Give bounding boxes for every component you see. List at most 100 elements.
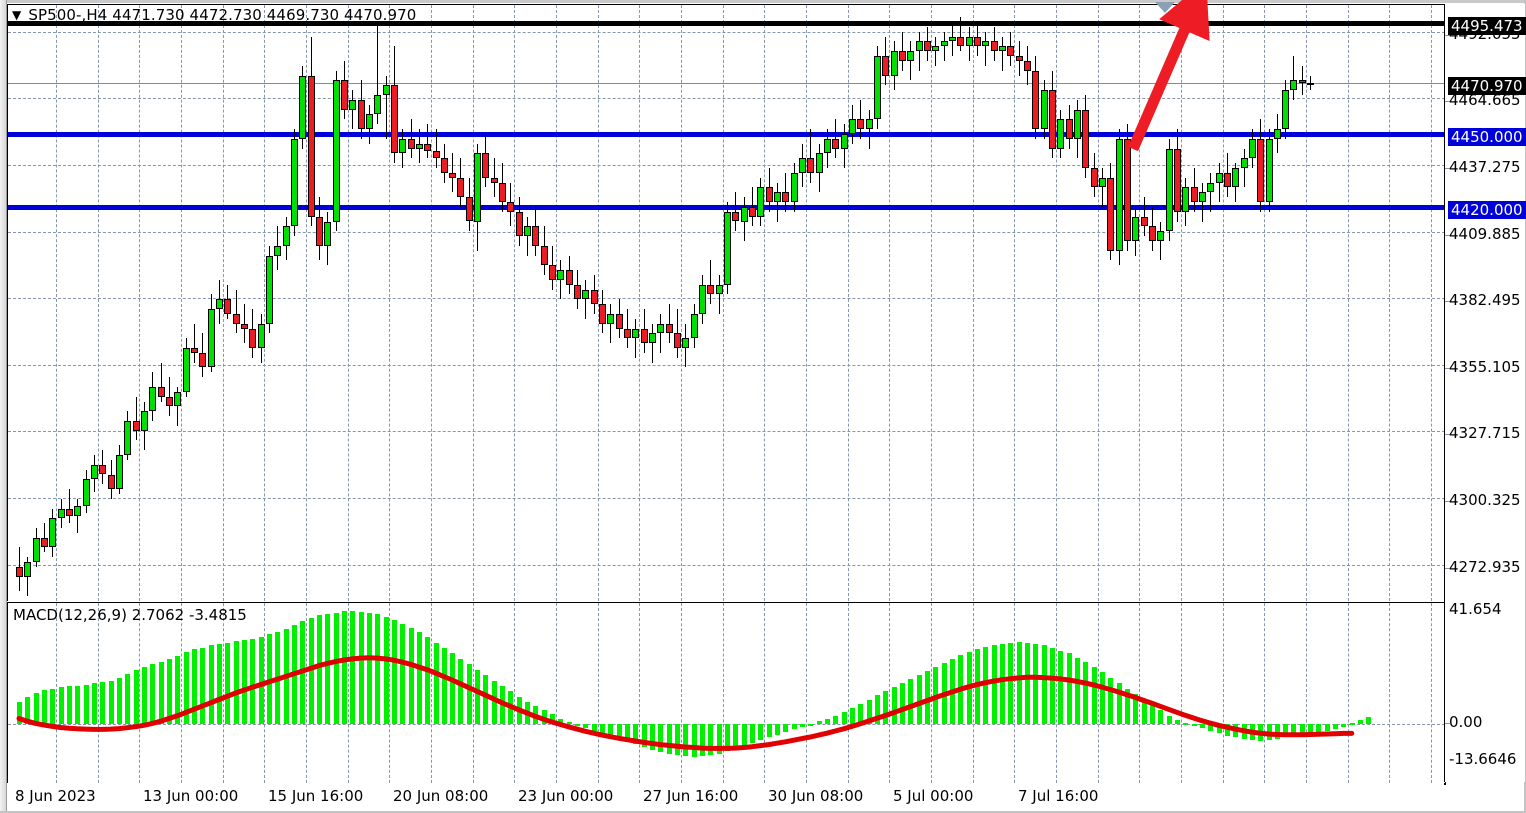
time-scale[interactable]: 8 Jun 2023 13 Jun 00:00 15 Jun 16:00 20 Jun…	[7, 783, 1444, 811]
candle-body	[357, 99, 365, 130]
candlestick	[815, 5, 823, 601]
candle-wick	[935, 36, 937, 66]
macd-histogram-bar	[1158, 710, 1164, 724]
gridline-vertical	[1139, 603, 1140, 783]
candlestick	[265, 5, 273, 601]
candle-body	[524, 226, 532, 237]
price-chart-pane[interactable]	[7, 4, 1446, 601]
candlestick	[724, 5, 732, 601]
candlestick	[799, 5, 807, 601]
chart-title-text: SP500-,H4 4471.730 4472.730 4469.730 447…	[28, 6, 417, 24]
macd-histogram-bar	[1108, 677, 1114, 724]
gridline-vertical	[1014, 5, 1015, 601]
price-label-plain: 4437.275	[1449, 157, 1521, 176]
macd-label: MACD(12,26,9) 2.7062 -3.4815	[13, 606, 247, 624]
gridline-vertical	[1056, 603, 1057, 783]
gridline-horizontal	[8, 31, 1445, 33]
macd-histogram-bar	[1316, 723, 1322, 733]
candle-body	[998, 46, 1006, 52]
candlestick	[932, 5, 940, 601]
candle-body	[232, 313, 240, 324]
macd-histogram-bar	[116, 677, 122, 724]
macd-histogram-bar	[1141, 699, 1147, 724]
gridline-vertical	[1098, 603, 1099, 783]
macd-histogram-bar	[858, 703, 864, 724]
macd-histogram-bar	[666, 723, 672, 754]
level-line-bid-line[interactable]	[8, 82, 1445, 84]
candle-wick	[810, 129, 812, 183]
macd-histogram-bar	[150, 664, 156, 724]
candle-body	[440, 158, 448, 173]
candle-wick	[177, 386, 179, 426]
macd-histogram-bar	[191, 649, 197, 724]
macd-histogram-bar	[575, 723, 581, 726]
candle-wick	[1101, 167, 1103, 207]
candle-wick	[777, 182, 779, 222]
macd-histogram-bar	[91, 683, 97, 724]
macd-histogram-bar	[50, 688, 56, 724]
level-line-support-4420[interactable]	[8, 204, 1445, 210]
candle-wick	[1160, 221, 1162, 261]
macd-histogram-bar	[750, 723, 756, 743]
candlestick	[432, 5, 440, 601]
candle-body	[1240, 158, 1248, 168]
macd-histogram-bar	[17, 702, 22, 724]
gridline-vertical	[973, 5, 974, 601]
candlestick	[948, 5, 956, 601]
time-axis-label: 27 Jun 16:00	[643, 787, 739, 805]
candle-body	[799, 158, 807, 173]
candle-body	[274, 245, 282, 256]
candlestick	[1040, 5, 1048, 601]
candle-body	[782, 192, 790, 203]
candle-wick	[635, 318, 637, 358]
candle-body	[1265, 138, 1273, 203]
macd-histogram-bar	[58, 687, 64, 724]
candle-body	[490, 177, 498, 183]
collapse-caret-icon[interactable]: ▼	[12, 8, 22, 22]
gridline-vertical	[598, 5, 599, 601]
candle-body	[224, 299, 232, 314]
candlestick	[74, 5, 82, 601]
candle-body	[1057, 119, 1065, 149]
level-line-resistance-black[interactable]	[8, 21, 1445, 27]
candlestick	[257, 5, 265, 601]
candle-wick	[1001, 36, 1003, 71]
level-line-support-4450[interactable]	[8, 131, 1445, 137]
candle-body	[65, 508, 73, 516]
macd-histogram-bar	[833, 715, 839, 724]
price-scale[interactable]: 4495.4734492.0554470.9704464.6654450.000…	[1444, 4, 1526, 782]
gridline-horizontal	[8, 431, 1445, 433]
window-left-scrollbar[interactable]	[0, 0, 7, 813]
gridline-vertical	[764, 5, 765, 601]
macd-histogram-bar	[558, 718, 564, 724]
macd-histogram-bar	[1291, 723, 1297, 737]
macd-histogram-bar	[899, 683, 905, 724]
candle-body	[857, 119, 865, 130]
candlestick	[1273, 5, 1281, 601]
candle-wick	[168, 377, 170, 417]
candle-wick	[860, 99, 862, 139]
candlestick	[282, 5, 290, 601]
candle-body	[657, 323, 665, 334]
candle-body	[582, 289, 590, 300]
candlestick	[1282, 5, 1290, 601]
macd-indicator-pane[interactable]: MACD(12,26,9) 2.7062 -3.4815	[7, 602, 1446, 785]
gridline-vertical	[1306, 603, 1307, 783]
candle-body	[432, 150, 440, 159]
candlestick	[232, 5, 240, 601]
candlestick	[1057, 5, 1065, 601]
candlestick	[790, 5, 798, 601]
candle-body	[1182, 187, 1190, 212]
price-tick-mark	[1445, 501, 1450, 503]
candle-body	[1190, 187, 1198, 203]
macd-histogram-bar	[1024, 642, 1030, 724]
macd-histogram-bar	[208, 645, 214, 724]
macd-histogram-bar	[458, 658, 464, 724]
macd-histogram-bar	[850, 707, 855, 724]
candlestick	[540, 5, 548, 601]
candlestick	[249, 5, 257, 601]
candle-body	[190, 348, 198, 353]
candle-body	[724, 211, 732, 285]
macd-histogram-bar	[983, 646, 989, 724]
candle-wick	[868, 109, 870, 149]
